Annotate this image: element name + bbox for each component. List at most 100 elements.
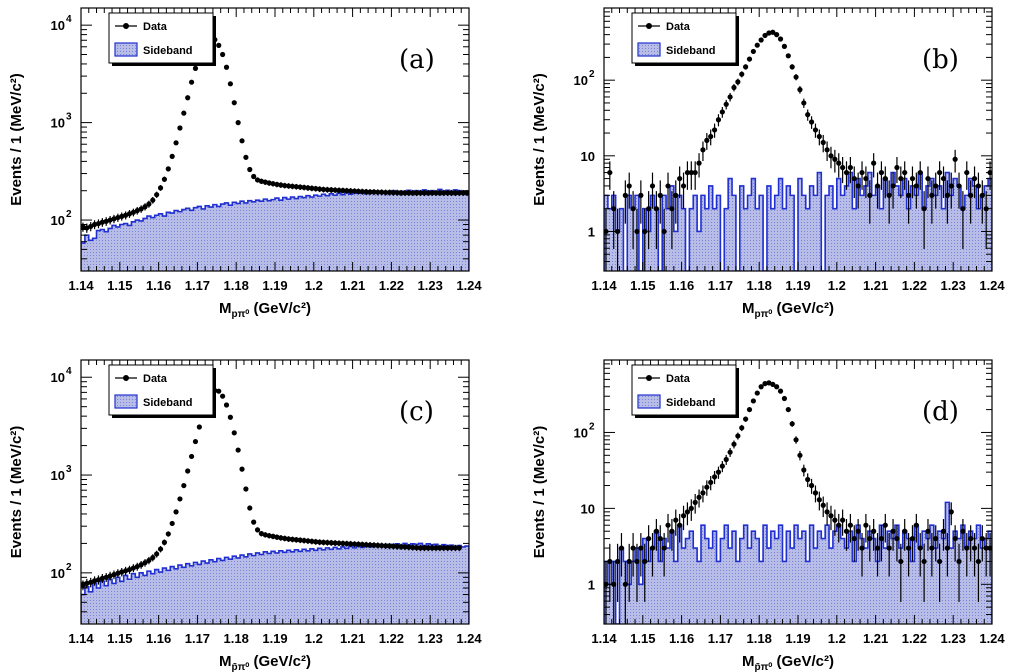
sideband-bar bbox=[290, 551, 295, 624]
sideband-bar bbox=[108, 579, 113, 624]
data-point bbox=[185, 95, 191, 101]
x-tick-label: 1.17 bbox=[185, 278, 210, 293]
sideband-bar bbox=[825, 525, 830, 624]
sideband-bar bbox=[243, 556, 249, 624]
chart-panel-d: 1.14 1.15 1.16 1.17 1.18 1.19 1.2 1.21 1.22 1.23 1… bbox=[531, 359, 1005, 672]
data-point bbox=[425, 190, 431, 196]
data-point bbox=[622, 192, 628, 198]
sideband-bar bbox=[379, 192, 385, 271]
data-point bbox=[832, 517, 838, 523]
sideband-bar bbox=[387, 193, 392, 271]
data-point bbox=[282, 182, 288, 189]
sideband-bar bbox=[732, 195, 737, 271]
sideband-bar bbox=[216, 558, 222, 624]
sideband-bar bbox=[646, 561, 651, 624]
legend: Data Sideband bbox=[108, 12, 216, 66]
sideband-bar bbox=[937, 185, 942, 271]
sideband-bar bbox=[689, 531, 694, 624]
sideband-bar bbox=[798, 538, 803, 624]
data-point bbox=[336, 540, 342, 546]
sideband-bar bbox=[375, 191, 381, 271]
sideband-bar bbox=[786, 185, 791, 271]
y-tick-label: 10 bbox=[51, 468, 65, 483]
data-point bbox=[293, 537, 299, 543]
sideband-bar bbox=[220, 560, 225, 624]
x-tick-label: 1.16 bbox=[669, 631, 694, 646]
sideband-bar bbox=[856, 525, 861, 624]
data-point bbox=[673, 517, 679, 523]
data-point bbox=[421, 545, 427, 551]
data-point bbox=[750, 398, 756, 404]
data-point bbox=[642, 228, 648, 235]
y-tick-label: 10 bbox=[51, 116, 65, 131]
data-point bbox=[805, 112, 811, 118]
x-tick-label: 1.19 bbox=[785, 631, 810, 646]
data-point bbox=[367, 542, 373, 548]
sideband-bar bbox=[158, 572, 163, 624]
data-point bbox=[157, 185, 164, 191]
data-point bbox=[328, 187, 334, 193]
sideband-bar bbox=[708, 548, 714, 624]
data-point bbox=[355, 188, 362, 194]
sideband-bar bbox=[813, 548, 818, 624]
sideband-bar bbox=[143, 575, 148, 624]
y-tick-label-exponent: 3 bbox=[66, 464, 72, 475]
data-point bbox=[278, 182, 284, 188]
data-point bbox=[677, 175, 683, 182]
data-point bbox=[456, 190, 462, 196]
y-tick-label-exponent: 4 bbox=[66, 14, 72, 25]
sideband-bar bbox=[119, 581, 125, 624]
sideband-bar bbox=[968, 531, 973, 624]
data-point bbox=[960, 528, 966, 534]
sideband-bar bbox=[747, 548, 752, 624]
sideband-bar bbox=[689, 208, 694, 271]
data-point bbox=[905, 545, 912, 551]
panel-label: (d) bbox=[922, 397, 959, 427]
data-point bbox=[181, 482, 187, 489]
data-point bbox=[223, 64, 230, 70]
x-tick-label: 1.22 bbox=[902, 278, 927, 293]
data-point bbox=[231, 430, 237, 436]
data-point bbox=[456, 545, 462, 551]
sideband-bar bbox=[212, 561, 218, 624]
data-point bbox=[239, 466, 245, 472]
sideband-bar bbox=[150, 217, 156, 271]
sideband-bar bbox=[247, 553, 253, 624]
legend-data-marker bbox=[123, 375, 129, 381]
sideband-bar bbox=[344, 548, 350, 624]
x-tick-label: 1.17 bbox=[708, 278, 733, 293]
sideband-bar bbox=[240, 555, 245, 624]
sideband-bar bbox=[829, 548, 834, 624]
data-point bbox=[692, 169, 698, 176]
data-point bbox=[382, 543, 389, 549]
y-tick-label-exponent: 2 bbox=[66, 562, 72, 573]
sideband-bar bbox=[662, 538, 667, 624]
sideband-bar bbox=[739, 185, 745, 271]
data-point bbox=[274, 534, 280, 540]
sideband-bar bbox=[906, 538, 911, 624]
data-point bbox=[192, 65, 199, 71]
sideband-bar bbox=[926, 538, 931, 624]
data-point bbox=[704, 137, 710, 143]
sideband-bar bbox=[352, 547, 357, 624]
sideband-bar bbox=[732, 531, 737, 624]
y-tick-label-exponent: 4 bbox=[66, 366, 72, 377]
sideband-bar bbox=[143, 218, 148, 271]
sideband-bar bbox=[259, 201, 264, 271]
sideband-histogram bbox=[81, 188, 469, 271]
sideband-bar bbox=[871, 195, 876, 271]
data-point bbox=[626, 558, 632, 565]
sideband-bar bbox=[313, 550, 319, 624]
sideband-bar bbox=[426, 191, 431, 271]
sideband-bar bbox=[333, 547, 338, 624]
data-point bbox=[711, 127, 718, 133]
data-point bbox=[746, 56, 753, 62]
data-point bbox=[363, 189, 369, 195]
data-point bbox=[433, 545, 439, 551]
data-point bbox=[665, 522, 671, 528]
sideband-bar bbox=[228, 205, 233, 271]
data-point bbox=[909, 175, 916, 182]
sideband-bar bbox=[209, 207, 214, 271]
sideband-histogram bbox=[604, 501, 992, 624]
y-axis-title: Events / 1 (MeV/c²) bbox=[8, 73, 25, 206]
